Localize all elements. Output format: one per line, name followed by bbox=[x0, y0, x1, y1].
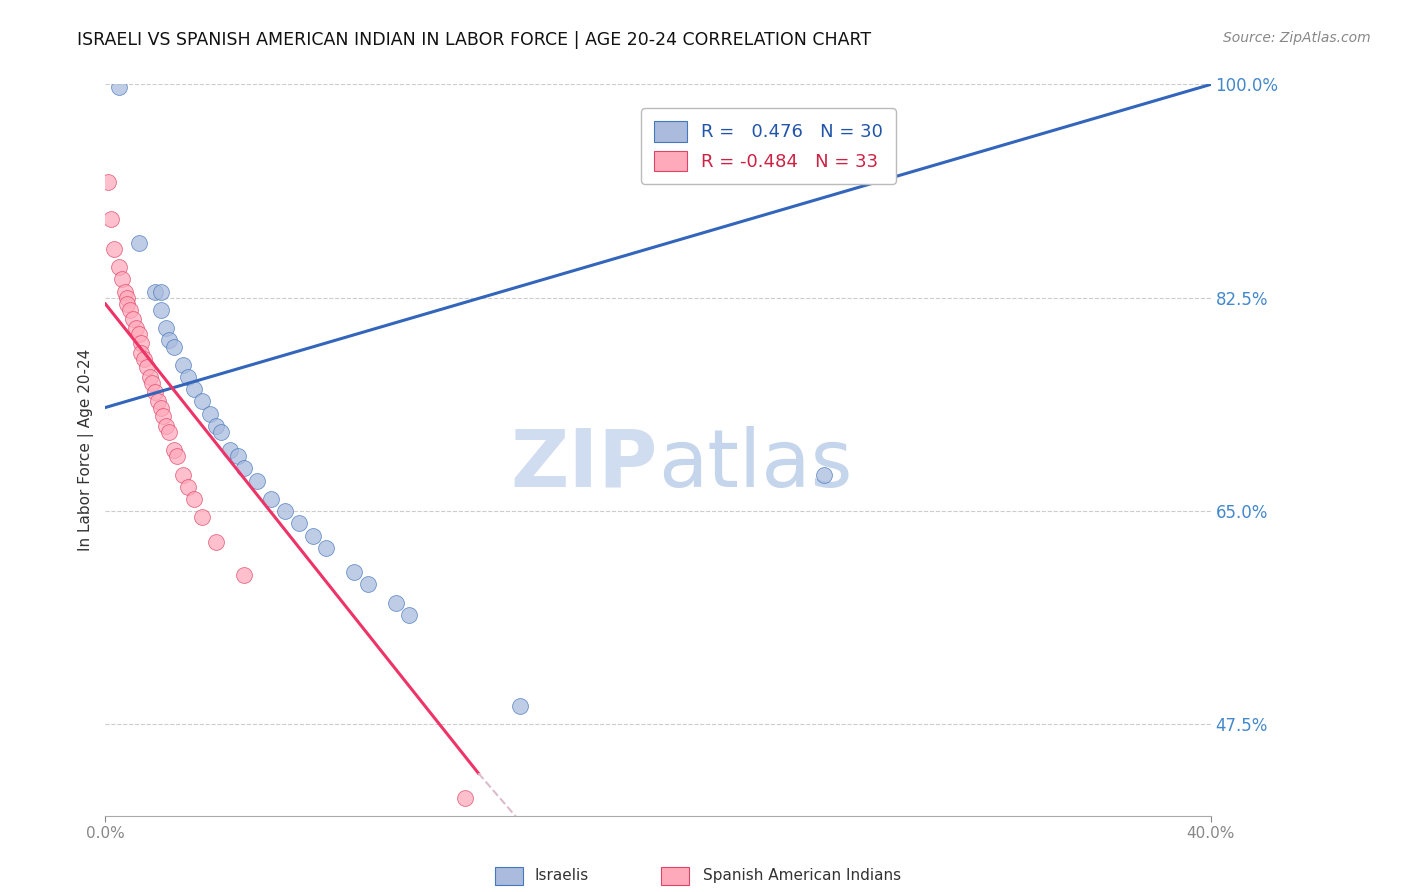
Y-axis label: In Labor Force | Age 20-24: In Labor Force | Age 20-24 bbox=[79, 349, 94, 551]
Point bbox=[108, 79, 131, 94]
Point bbox=[97, 175, 120, 189]
Point bbox=[146, 394, 169, 409]
Point bbox=[260, 491, 283, 506]
Point bbox=[103, 242, 125, 256]
Point bbox=[117, 297, 139, 311]
Point bbox=[129, 335, 152, 350]
Text: atlas: atlas bbox=[658, 425, 852, 504]
Point bbox=[191, 510, 214, 524]
Point bbox=[177, 370, 200, 384]
Point bbox=[398, 607, 420, 622]
Point bbox=[128, 235, 150, 250]
Point bbox=[143, 285, 166, 299]
Point bbox=[315, 541, 337, 555]
Point bbox=[205, 418, 228, 433]
Point bbox=[200, 407, 222, 421]
Point bbox=[149, 303, 172, 318]
Point bbox=[191, 394, 214, 409]
Text: Spanish American Indians: Spanish American Indians bbox=[703, 869, 901, 883]
Point bbox=[172, 467, 194, 482]
Point bbox=[135, 360, 157, 375]
Point bbox=[274, 504, 297, 518]
Point bbox=[226, 450, 249, 464]
Text: Source: ZipAtlas.com: Source: ZipAtlas.com bbox=[1223, 31, 1371, 45]
Point bbox=[343, 565, 366, 579]
Point bbox=[111, 272, 134, 286]
Point bbox=[205, 534, 228, 549]
Point bbox=[166, 450, 188, 464]
Point bbox=[157, 334, 180, 348]
Point bbox=[384, 596, 406, 610]
Point bbox=[163, 443, 186, 458]
Point bbox=[108, 260, 131, 275]
Point bbox=[149, 285, 172, 299]
Point bbox=[357, 577, 380, 591]
Point bbox=[155, 418, 177, 433]
Point bbox=[114, 285, 136, 299]
Point bbox=[183, 382, 205, 396]
Point bbox=[288, 516, 311, 531]
Point bbox=[301, 528, 323, 542]
Point bbox=[453, 790, 475, 805]
Point bbox=[813, 467, 835, 482]
Point bbox=[157, 425, 180, 439]
Point bbox=[172, 358, 194, 372]
Text: ISRAELI VS SPANISH AMERICAN INDIAN IN LABOR FORCE | AGE 20-24 CORRELATION CHART: ISRAELI VS SPANISH AMERICAN INDIAN IN LA… bbox=[77, 31, 872, 49]
Point bbox=[246, 474, 269, 488]
Point bbox=[152, 409, 174, 423]
Point bbox=[509, 699, 531, 714]
Point bbox=[177, 480, 200, 494]
Point bbox=[149, 401, 172, 415]
Point bbox=[117, 291, 139, 305]
Point bbox=[122, 311, 145, 326]
Point bbox=[209, 425, 232, 439]
Point bbox=[132, 351, 155, 366]
Point bbox=[183, 491, 205, 506]
Point bbox=[138, 370, 160, 384]
Legend: R =   0.476   N = 30, R = -0.484   N = 33: R = 0.476 N = 30, R = -0.484 N = 33 bbox=[641, 108, 896, 184]
Point bbox=[128, 327, 150, 342]
Point bbox=[232, 461, 254, 475]
Point bbox=[163, 340, 186, 354]
Point bbox=[155, 321, 177, 335]
Point bbox=[218, 443, 240, 458]
Point bbox=[129, 345, 152, 359]
Point bbox=[141, 376, 163, 391]
Text: ZIP: ZIP bbox=[510, 425, 658, 504]
Point bbox=[120, 303, 142, 318]
Point bbox=[100, 211, 122, 226]
Point bbox=[125, 321, 148, 335]
Text: Israelis: Israelis bbox=[534, 869, 589, 883]
Point bbox=[143, 384, 166, 399]
Point bbox=[232, 567, 254, 582]
